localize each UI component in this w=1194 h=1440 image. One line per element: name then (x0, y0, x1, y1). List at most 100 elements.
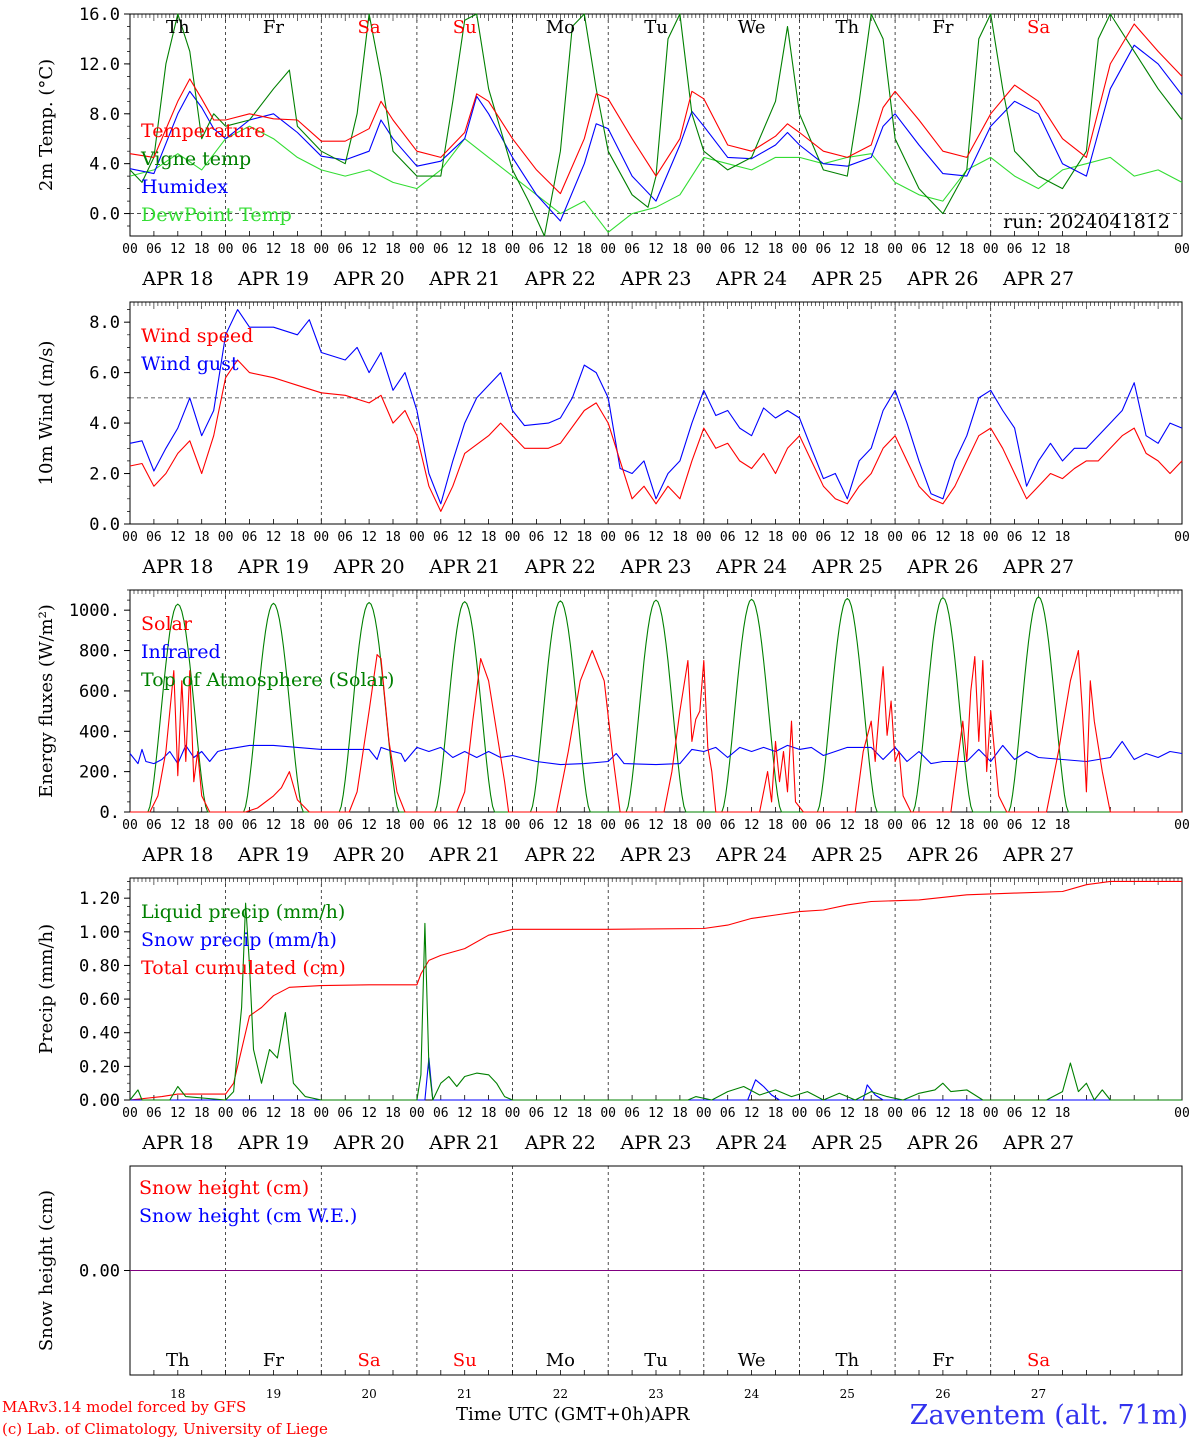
xtick-date: APR 21 (428, 844, 500, 866)
ytick-minor (127, 881, 130, 1101)
plot-frame (129, 301, 1183, 525)
xtick-hour: 12 (457, 242, 473, 257)
xtick-hour: 12 (744, 818, 760, 833)
ytick-label: 0.20 (79, 1057, 120, 1077)
xtick-date: APR 21 (428, 556, 500, 578)
xtick-hour: 12 (1031, 242, 1047, 257)
ytick-label: 1000. (69, 601, 120, 621)
day-number-label: 19 (266, 1387, 281, 1401)
xtick-hour: 00 (600, 1106, 616, 1121)
xtick-hour: 06 (1007, 242, 1023, 257)
legend-entry: Snow height (cm) (139, 1177, 309, 1199)
xtick-hour: 06 (816, 1106, 832, 1121)
weekday-label: We (738, 17, 766, 38)
xtick-hour: 18 (481, 818, 497, 833)
plot-frame (129, 589, 1183, 813)
xtick-hour: 18 (959, 242, 975, 257)
series-line-snow-precip-mm-h- (130, 1057, 1182, 1101)
ytick-label: 12.0 (79, 55, 120, 75)
xtick-hour: 12 (266, 530, 282, 545)
xtick-date: APR 18 (141, 268, 213, 290)
top-hour-ticks (129, 590, 1183, 597)
xtick-date: APR 20 (333, 844, 405, 866)
ytick-label: 1.20 (79, 889, 120, 909)
xtick-hour: 12 (266, 242, 282, 257)
xtick-hour: 18 (385, 1106, 401, 1121)
legend-entry: Snow precip (mm/h) (141, 929, 337, 951)
xtick-hour: 18 (481, 1106, 497, 1121)
xtick-hour: 18 (959, 1106, 975, 1121)
weekday-label-bottom: Tu (644, 1350, 668, 1371)
xtick-hour: 06 (433, 530, 449, 545)
weekday-label-bottom: Sa (358, 1350, 381, 1371)
xtick-date: APR 18 (141, 1132, 213, 1154)
legend-entry: Wind gust (141, 353, 239, 375)
xtick-hour: 12 (648, 242, 664, 257)
ytick-minor (127, 309, 130, 525)
ytick-label: 800. (79, 642, 120, 662)
xtick-hour: 00 (696, 1106, 712, 1121)
day-number-label: 24 (744, 1387, 760, 1401)
xtick-hour: 12 (648, 1106, 664, 1121)
panel-4: 1.20 1.00 0.80 0.60 0.40 0.20 0.00 Precip (mm/h… (36, 877, 1190, 1154)
legend-entry: Temperature (141, 120, 265, 142)
panel-2: 8.0 6.0 4.0 2.0 0.0 10m Wind (m/s) Wind speed W… (36, 301, 1190, 578)
xtick-hour: 00 (1174, 1106, 1190, 1121)
xtick-hour: 18 (1055, 1106, 1071, 1121)
day-number-label: 21 (457, 1387, 472, 1401)
xtick-date: APR 26 (906, 556, 978, 578)
ytick-label: 0.80 (79, 956, 120, 976)
xtick-date: APR 25 (811, 844, 883, 866)
xtick-hour: 06 (146, 1106, 162, 1121)
xtick-hour: 12 (361, 242, 377, 257)
xtick-hour: 12 (648, 530, 664, 545)
ytick-label: 8.0 (89, 105, 120, 125)
xtick-hour: 18 (1055, 530, 1071, 545)
xtick-hour: 00 (887, 818, 903, 833)
xtick-hour: 00 (983, 242, 999, 257)
weekday-label-bottom: Th (166, 1350, 190, 1371)
ytick-label: 0.40 (79, 1024, 120, 1044)
xtick-hour: 06 (624, 818, 640, 833)
xtick-hour: 00 (983, 818, 999, 833)
xtick-date: APR 22 (524, 1132, 596, 1154)
y-axis-label: Precip (mm/h) (36, 924, 57, 1054)
xtick-hour: 18 (1055, 242, 1071, 257)
xtick-hour: 00 (1174, 242, 1190, 257)
xtick-hour: 00 (122, 1106, 138, 1121)
xtick-hour: 00 (218, 818, 234, 833)
xtick-hour: 06 (529, 242, 545, 257)
series-line-wind-speed (129, 359, 1183, 512)
xtick-hour: 18 (672, 1106, 688, 1121)
weekday-label-bottom: Fr (932, 1350, 953, 1371)
legend-entry: Snow height (cm W.E.) (139, 1205, 357, 1227)
top-hour-ticks (129, 14, 1183, 21)
xtick-hour: 12 (839, 1106, 855, 1121)
xtick-date: APR 23 (619, 844, 691, 866)
legend-entry: Top of Atmosphere (Solar) (141, 669, 394, 691)
xaxis-title: Time UTC (GMT+0h)APR (456, 1404, 690, 1425)
xtick-hour: 12 (839, 242, 855, 257)
series-line-wind-gust (129, 309, 1183, 505)
xtick-hour: 18 (290, 530, 306, 545)
xtick-hour: 00 (218, 530, 234, 545)
ytick-minor (127, 13, 130, 227)
xtick-hour: 06 (337, 530, 353, 545)
xtick-hour: 06 (624, 530, 640, 545)
xtick-date: APR 21 (428, 1132, 500, 1154)
y-axis-label: 2m Temp. (°C) (36, 59, 57, 191)
xtick-hour: 06 (529, 530, 545, 545)
xtick-hour: 12 (170, 242, 186, 257)
ytick-label: 1.00 (79, 923, 120, 943)
xtick-hour: 18 (863, 818, 879, 833)
xtick-hour: 06 (911, 530, 927, 545)
xtick-date: APR 24 (715, 268, 787, 290)
xtick-hour: 12 (170, 530, 186, 545)
xtick-hour: 18 (385, 818, 401, 833)
xtick-hour: 12 (457, 818, 473, 833)
xtick-hour: 18 (194, 242, 210, 257)
xtick-hour: 00 (696, 818, 712, 833)
xtick-hour: 06 (911, 1106, 927, 1121)
xtick-hour: 18 (959, 530, 975, 545)
